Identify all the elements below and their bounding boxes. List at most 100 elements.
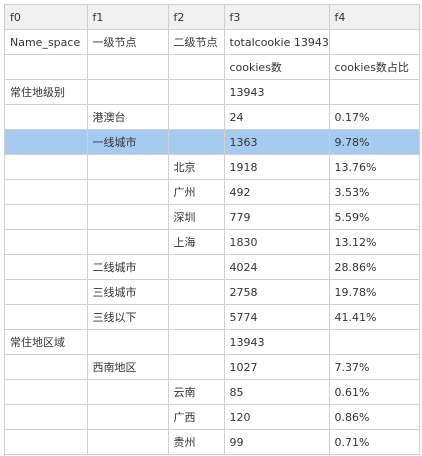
table-cell-f0[interactable] — [5, 304, 88, 330]
table-cell-f2[interactable] — [168, 104, 225, 130]
table-row[interactable]: 广州 492 3.53% — [5, 179, 420, 205]
table-cell-f3[interactable]: 2758 — [224, 279, 330, 305]
table-cell-f4[interactable]: 5.59% — [329, 204, 420, 230]
table-cell-f3[interactable]: 120 — [224, 404, 330, 430]
table-cell-f3[interactable]: 24 — [224, 104, 330, 130]
table-cell-f3[interactable]: 1830 — [224, 229, 330, 255]
table-cell-f1[interactable]: 一线城市 — [87, 129, 169, 155]
table-cell-f0[interactable] — [5, 229, 88, 255]
column-header-f4[interactable]: f4 — [329, 4, 420, 30]
table-row[interactable]: 三线以下 5774 41.41% — [5, 304, 420, 330]
table-row[interactable]: 三线城市 2758 19.78% — [5, 279, 420, 305]
table-row[interactable]: 北京 1918 13.76% — [5, 154, 420, 180]
table-cell-f4[interactable] — [329, 79, 420, 105]
table-cell-f4[interactable]: cookies数占比 — [329, 54, 420, 80]
table-cell-f3[interactable]: cookies数 — [224, 54, 330, 80]
table-row[interactable]: 常住地区域 13943 — [5, 329, 420, 355]
table-cell-f1[interactable]: 二线城市 — [87, 254, 169, 280]
table-cell-f1[interactable] — [87, 54, 169, 80]
table-cell-f2[interactable]: 广西 — [168, 404, 225, 430]
table-cell-f0[interactable] — [5, 204, 88, 230]
table-cell-f2[interactable]: 贵州 — [168, 429, 225, 455]
table-cell-f4[interactable]: 3.53% — [329, 179, 420, 205]
table-cell-f1[interactable] — [87, 229, 169, 255]
table-cell-f3[interactable]: 85 — [224, 379, 330, 405]
table-cell-f3[interactable]: 5774 — [224, 304, 330, 330]
table-cell-f1[interactable]: 西南地区 — [87, 354, 169, 380]
table-cell-f1[interactable]: 一级节点 — [87, 29, 169, 55]
table-cell-f1[interactable]: 三线城市 — [87, 279, 169, 305]
table-cell-f0[interactable] — [5, 279, 88, 305]
table-cell-f2[interactable]: 云南 — [168, 379, 225, 405]
table-cell-f2[interactable] — [168, 254, 225, 280]
table-cell-f4[interactable]: 19.78% — [329, 279, 420, 305]
data-grid[interactable]: f0 f1 f2 f3 f4 Name_space 一级节点 二级节点 totalco… — [4, 4, 421, 456]
table-cell-f0[interactable]: 常住地级别 — [5, 79, 88, 105]
table-row[interactable]: 二线城市 4024 28.86% — [5, 254, 420, 280]
table-row[interactable]: 深圳 779 5.59% — [5, 204, 420, 230]
table-cell-f4[interactable] — [329, 329, 420, 355]
table-cell-f2[interactable]: 深圳 — [168, 204, 225, 230]
table-row[interactable]: 港澳台 24 0.17% — [5, 104, 420, 130]
table-row[interactable]: 上海 1830 13.12% — [5, 229, 420, 255]
table-cell-f0[interactable]: Name_space — [5, 29, 88, 55]
table-cell-f2[interactable] — [168, 79, 225, 105]
table-cell-f0[interactable]: 常住地区域 — [5, 329, 88, 355]
table-cell-f0[interactable] — [5, 379, 88, 405]
table-cell-f1[interactable] — [87, 79, 169, 105]
table-cell-f4[interactable]: 7.37% — [329, 354, 420, 380]
table-cell-f0[interactable] — [5, 429, 88, 455]
table-cell-f0[interactable] — [5, 54, 88, 80]
table-cell-f2[interactable] — [168, 354, 225, 380]
table-cell-f4[interactable]: 13.12% — [329, 229, 420, 255]
table-cell-f2[interactable] — [168, 129, 225, 155]
table-cell-f1[interactable] — [87, 379, 169, 405]
column-header-f0[interactable]: f0 — [5, 4, 88, 30]
table-row[interactable]: 一线城市 1363 9.78% — [5, 129, 420, 155]
table-cell-f1[interactable] — [87, 429, 169, 455]
table-cell-f4[interactable]: 0.61% — [329, 379, 420, 405]
table-cell-f3[interactable]: 13943 — [224, 79, 330, 105]
column-header-f3[interactable]: f3 — [224, 4, 330, 30]
table-cell-f2[interactable] — [168, 54, 225, 80]
table-cell-f4[interactable]: 0.86% — [329, 404, 420, 430]
table-cell-f3[interactable]: 779 — [224, 204, 330, 230]
table-cell-f0[interactable] — [5, 179, 88, 205]
table-cell-f0[interactable] — [5, 404, 88, 430]
table-row[interactable]: 云南 85 0.61% — [5, 379, 420, 405]
table-cell-f1[interactable] — [87, 179, 169, 205]
table-cell-f3[interactable]: 1918 — [224, 154, 330, 180]
table-row[interactable]: 西南地区 1027 7.37% — [5, 354, 420, 380]
table-cell-f2[interactable]: 北京 — [168, 154, 225, 180]
table-cell-f3[interactable]: 4024 — [224, 254, 330, 280]
table-cell-f3[interactable]: 492 — [224, 179, 330, 205]
column-header-f1[interactable]: f1 — [87, 4, 169, 30]
table-cell-f1[interactable]: 港澳台 — [87, 104, 169, 130]
table-cell-f1[interactable] — [87, 154, 169, 180]
table-row[interactable]: 广西 120 0.86% — [5, 404, 420, 430]
table-cell-f3[interactable]: totalcookie 13943 — [224, 29, 330, 55]
table-cell-f2[interactable] — [168, 304, 225, 330]
table-cell-f1[interactable]: 三线以下 — [87, 304, 169, 330]
table-cell-f2[interactable]: 上海 — [168, 229, 225, 255]
table-cell-f2[interactable]: 广州 — [168, 179, 225, 205]
table-cell-f0[interactable] — [5, 104, 88, 130]
table-cell-f0[interactable] — [5, 154, 88, 180]
table-cell-f1[interactable] — [87, 329, 169, 355]
table-cell-f0[interactable] — [5, 354, 88, 380]
table-cell-f3[interactable]: 1363 — [224, 129, 330, 155]
table-cell-f4[interactable]: 0.71% — [329, 429, 420, 455]
table-cell-f4[interactable]: 0.17% — [329, 104, 420, 130]
table-cell-f4[interactable]: 13.76% — [329, 154, 420, 180]
table-row[interactable]: cookies数 cookies数占比 — [5, 54, 420, 80]
table-cell-f1[interactable] — [87, 404, 169, 430]
table-row[interactable]: Name_space 一级节点 二级节点 totalcookie 13943 — [5, 29, 420, 55]
table-cell-f1[interactable] — [87, 204, 169, 230]
table-cell-f3[interactable]: 99 — [224, 429, 330, 455]
column-header-f2[interactable]: f2 — [168, 4, 225, 30]
table-row[interactable]: 贵州 99 0.71% — [5, 429, 420, 455]
table-cell-f4[interactable] — [329, 29, 420, 55]
table-cell-f3[interactable]: 1027 — [224, 354, 330, 380]
table-cell-f4[interactable]: 28.86% — [329, 254, 420, 280]
table-cell-f0[interactable] — [5, 129, 88, 155]
